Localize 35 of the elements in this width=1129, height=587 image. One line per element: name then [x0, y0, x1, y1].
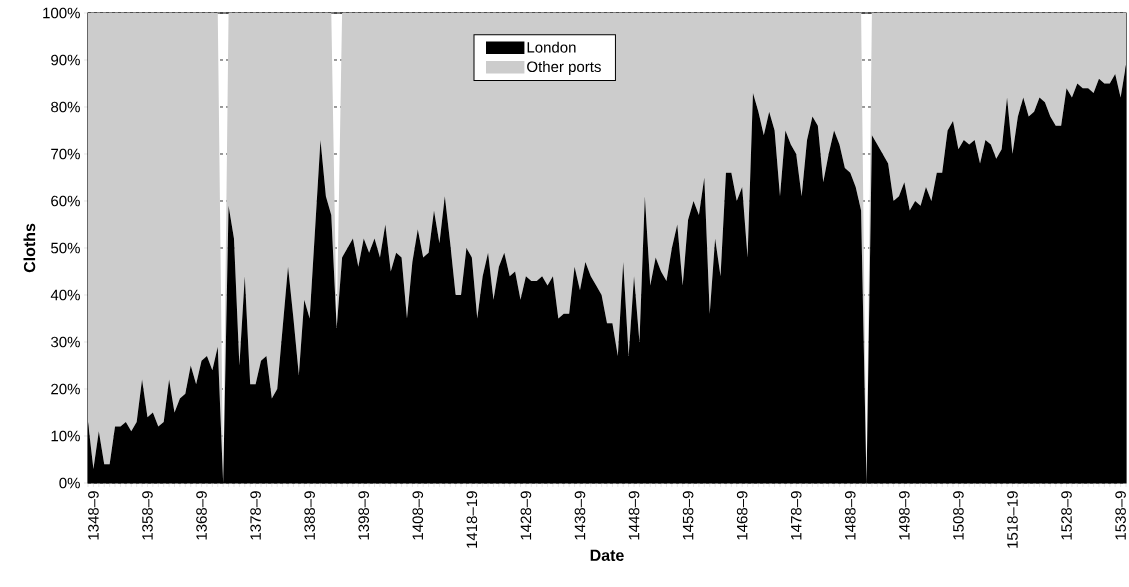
y-tick-label: 100% [43, 7, 80, 19]
x-tick-label: 1538–9 [1115, 491, 1126, 540]
x-tick-label: 1388–9 [304, 491, 315, 540]
x-tick-label: 1418–19 [466, 491, 478, 548]
y-tick-label: 60% [51, 195, 80, 207]
x-tick-label: 1398–9 [358, 491, 370, 540]
x-tick-label: 1468–9 [736, 491, 748, 540]
x-tick-label: 1488–9 [844, 491, 856, 540]
x-tick-label: 1368–9 [196, 491, 207, 540]
x-tick-label: 1438–9 [574, 491, 586, 540]
y-tick-label: 90% [51, 54, 80, 66]
y-tick-label: 50% [51, 242, 80, 254]
x-tick-label: 1348–9 [88, 491, 99, 540]
x-tick-label: 1448–9 [628, 491, 640, 540]
x-tick-label: 1358–9 [142, 491, 153, 540]
x-axis-title: Date [590, 549, 624, 561]
x-tick-label: 1458–9 [682, 491, 694, 540]
y-tick-label: 10% [51, 430, 80, 442]
y-tick-label: 70% [51, 148, 80, 160]
x-tick-label: 1518–19 [1007, 491, 1018, 548]
y-tick-label: 0% [59, 477, 80, 489]
x-tick-label: 1408–9 [412, 491, 424, 540]
x-tick-label: 1528–9 [1061, 491, 1072, 540]
y-tick-label: 20% [51, 383, 80, 395]
y-axis-title: Cloths [23, 223, 36, 273]
y-tick-label: 40% [50, 289, 80, 301]
x-tick-label: 1428–9 [520, 491, 532, 540]
legend-label: London [527, 41, 576, 53]
x-tick-label: 1378–9 [250, 491, 261, 540]
x-tick-label: 1478–9 [790, 491, 802, 540]
y-tick-label: 80% [51, 101, 80, 113]
y-tick-label: 30% [51, 336, 80, 348]
x-tick-label: 1508–9 [953, 491, 964, 540]
x-tick-label: 1498–9 [899, 491, 910, 540]
series-label: Other ports [527, 61, 601, 75]
